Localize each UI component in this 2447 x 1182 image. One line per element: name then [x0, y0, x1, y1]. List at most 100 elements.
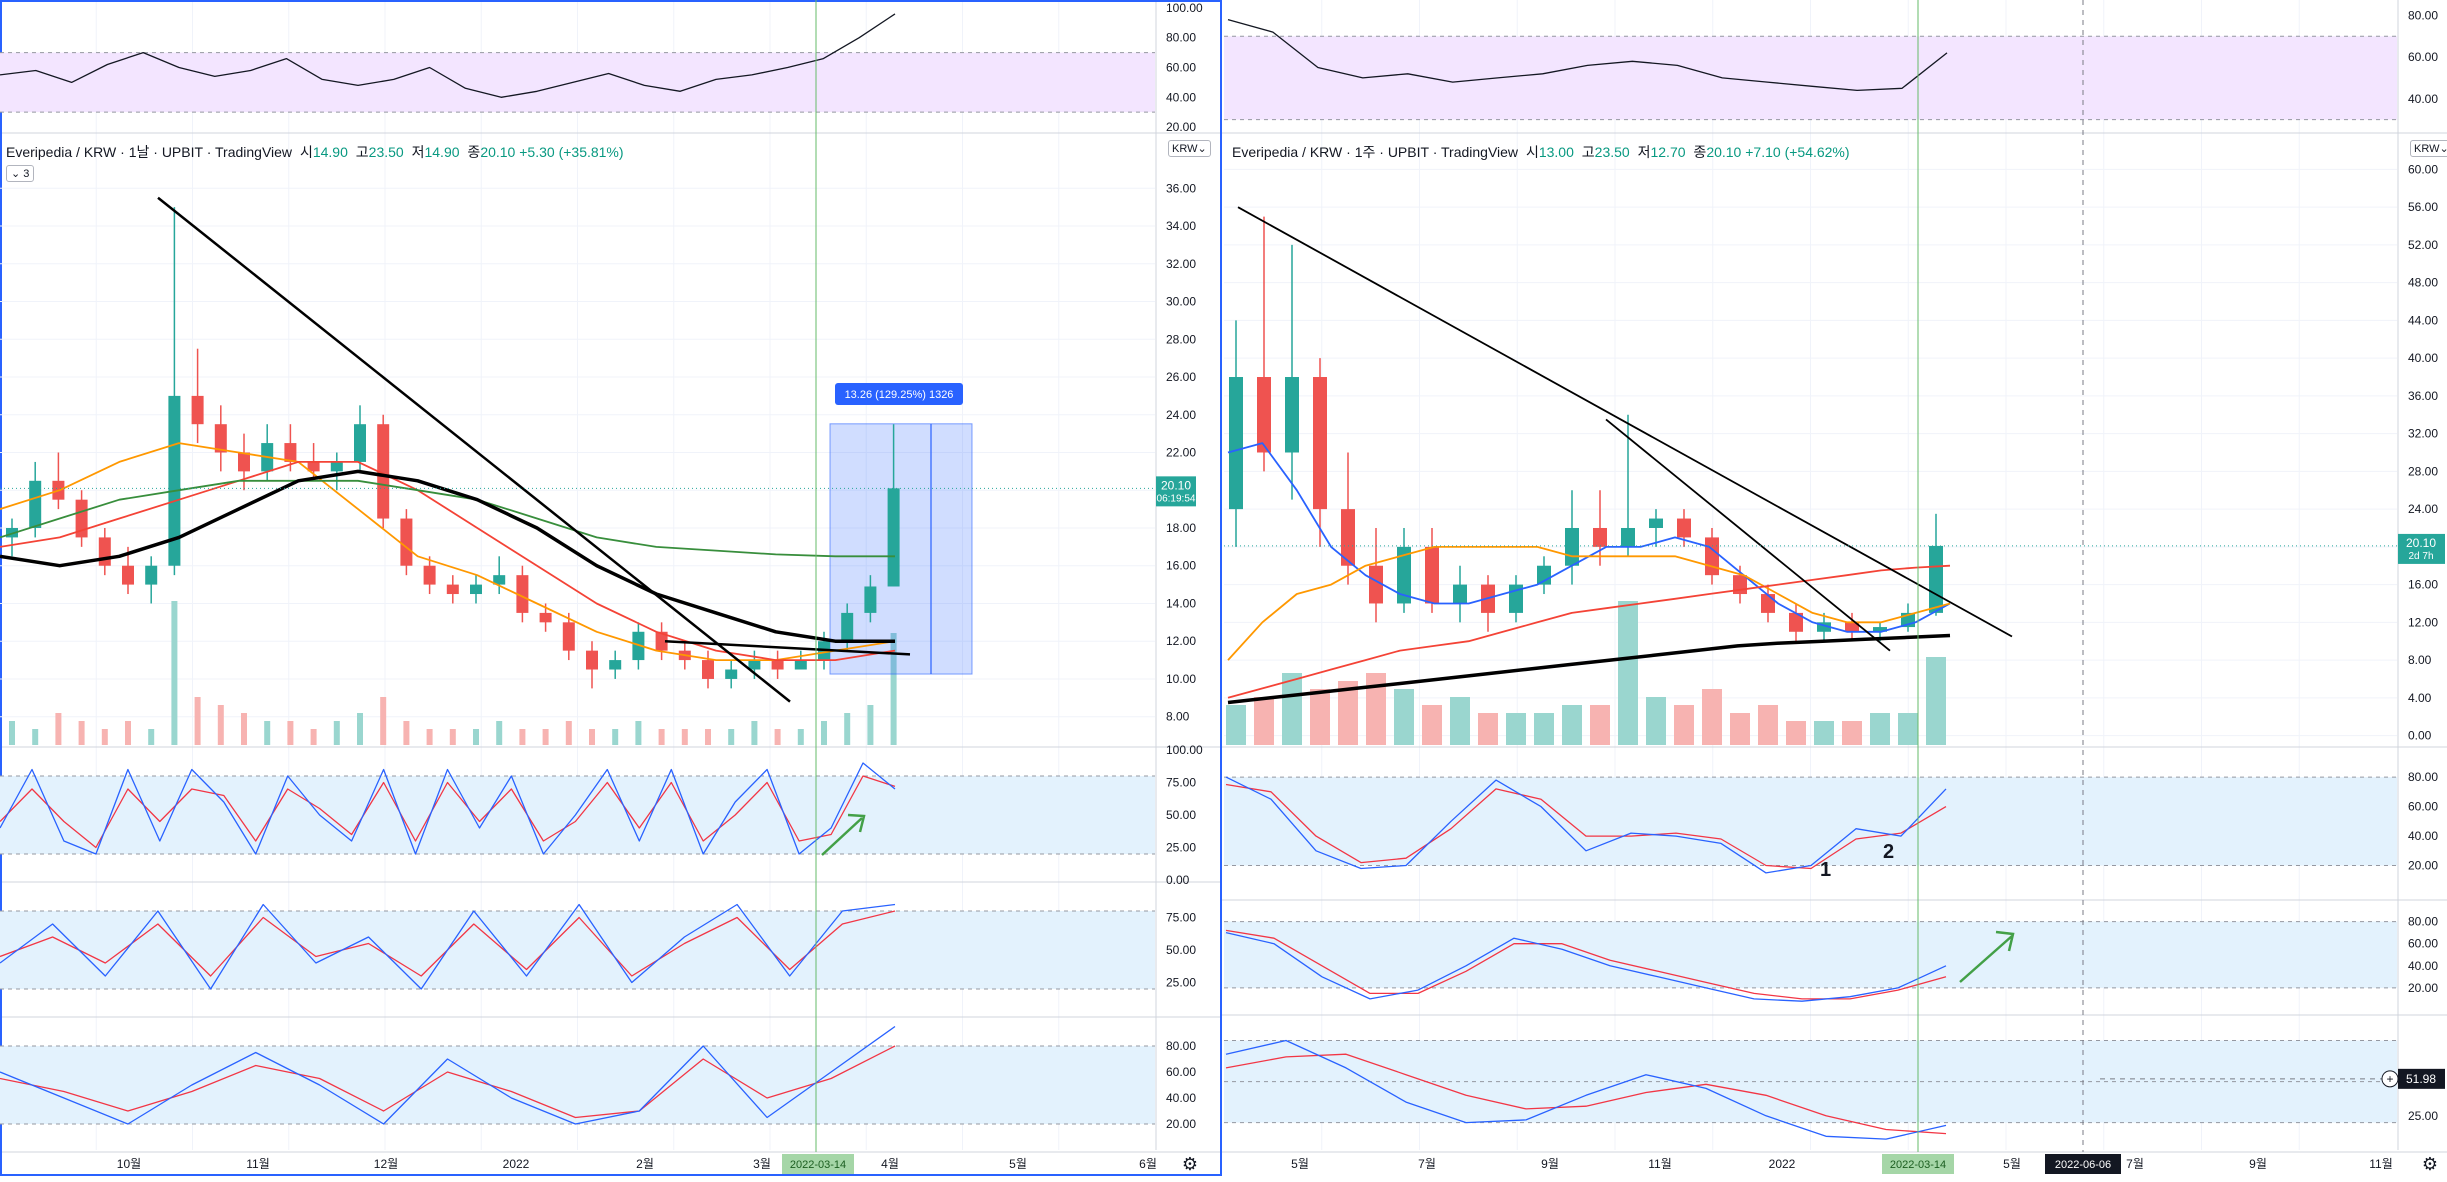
left-volume-bar	[844, 713, 851, 745]
right-candle	[1845, 622, 1859, 632]
right-annotation-arrowhead	[1995, 930, 2015, 952]
left-candle	[284, 443, 297, 462]
left-candle	[330, 461, 343, 472]
right-high-value: 23.50	[1594, 144, 1630, 160]
left-volume-bar	[797, 729, 804, 745]
left-xtick: 10월	[117, 1157, 141, 1171]
left-price-ytick: 34.00	[1166, 219, 1196, 233]
right-ma-orange	[1227, 546, 1951, 661]
right-price-ytick: 56.00	[2408, 200, 2438, 214]
right-xtick: 11월	[1648, 1157, 1672, 1171]
left-indicator-toggle[interactable]: ⌄ 3	[6, 165, 35, 182]
right-last-price: 20.10	[2406, 536, 2436, 550]
left-volume-bar	[380, 697, 387, 745]
left-trendline-1[interactable]	[157, 196, 791, 703]
left-volume-bar	[589, 729, 595, 745]
left-annotation-arrow[interactable]	[821, 817, 863, 856]
left-volume-bar	[728, 729, 735, 745]
right-price-ytick: 12.00	[2408, 615, 2438, 629]
right-volume-bar	[1338, 681, 1358, 745]
right-xtick: 5월	[2003, 1157, 2021, 1171]
left-stoch1-k-line	[0, 762, 896, 855]
right-stoch2-band	[1224, 921, 2397, 988]
left-volume-bar	[774, 729, 781, 745]
left-candle	[887, 488, 900, 587]
right-xtick: 9월	[2249, 1157, 2267, 1171]
left-stoch1-ytick: 50.00	[1166, 808, 1196, 822]
right-stoch2-k-line	[1225, 931, 1947, 1002]
right-volume-bar	[1506, 713, 1526, 745]
right-candle	[1425, 546, 1439, 604]
left-volume-bar	[171, 601, 178, 745]
right-symbol[interactable]: Everipedia / KRW	[1232, 144, 1343, 160]
right-volume-bar	[1226, 705, 1246, 745]
right-volume-bar	[1786, 721, 1806, 745]
left-stoch1-ytick: 25.00	[1166, 841, 1196, 855]
left-volume-bar	[194, 697, 201, 745]
right-volume-bar	[1590, 705, 1610, 745]
left-candle	[655, 631, 668, 651]
left-currency: KRW	[1172, 143, 1198, 155]
left-xtick: 2월	[636, 1157, 654, 1171]
right-candle	[1369, 565, 1383, 604]
left-stoch1-ytick: 0.00	[1166, 873, 1190, 887]
right-currency-selector[interactable]: KRW⌄	[2410, 140, 2447, 157]
left-price-ytick: 14.00	[1166, 596, 1196, 610]
right-stoch3-d-line	[1225, 1053, 1947, 1135]
left-stoch3-ytick: 40.00	[1166, 1091, 1196, 1105]
left-symbol[interactable]: Everipedia / KRW	[6, 144, 117, 160]
gear-icon[interactable]: ⚙	[2422, 1154, 2438, 1174]
left-volume-bar	[333, 721, 340, 745]
right-xtick: 7월	[2126, 1157, 2144, 1171]
left-candle	[864, 586, 877, 613]
right-trendline-1[interactable]	[1237, 206, 2013, 638]
right-candle	[1761, 594, 1775, 613]
right-price-ytick: 52.00	[2408, 238, 2438, 252]
right-candle	[1565, 527, 1579, 566]
left-candle	[354, 424, 366, 462]
left-low-value: 14.90	[424, 144, 460, 160]
right-volume-bar	[1870, 713, 1890, 745]
gear-icon[interactable]: ⚙	[1182, 1154, 1198, 1174]
left-candle	[562, 622, 575, 651]
right-candle	[1677, 518, 1691, 538]
chevron-down-icon: ⌄	[2439, 143, 2447, 155]
right-candle	[1929, 545, 1943, 613]
right-volume-bar	[1702, 689, 1722, 745]
left-currency-selector[interactable]: KRW⌄	[1168, 140, 1211, 157]
right-annotation-arrow[interactable]	[1959, 935, 2013, 983]
left-volume-bar	[542, 729, 549, 745]
left-xtick: 12월	[374, 1157, 398, 1171]
right-price-ytick: 4.00	[2408, 691, 2432, 705]
right-volume-bar	[1310, 689, 1330, 745]
right-volume-bar	[1618, 601, 1638, 745]
left-candle	[29, 480, 42, 528]
left-candle	[771, 660, 784, 670]
left-annotation-arrowhead	[847, 813, 866, 833]
measure-label-bg	[835, 383, 963, 405]
left-volume-bar	[473, 729, 479, 745]
left-trendline-2[interactable]	[664, 639, 911, 656]
left-candle	[238, 452, 250, 472]
left-price-ytick: 10.00	[1166, 672, 1196, 686]
left-indicator-count: 3	[23, 168, 30, 180]
measure-box[interactable]	[829, 423, 973, 675]
right-cursor-date-bg	[1882, 1154, 1954, 1174]
left-low-label: 저	[411, 144, 425, 160]
left-candle	[98, 537, 111, 566]
right-volume-bar	[1814, 721, 1834, 745]
right-volume-bar	[1730, 713, 1750, 745]
right-interval[interactable]: 1주	[1354, 144, 1376, 160]
left-volume-bar	[310, 729, 317, 745]
left-interval[interactable]: 1날	[128, 144, 150, 160]
left-price-ytick: 8.00	[1166, 710, 1190, 724]
left-candle	[539, 612, 552, 623]
left-candle	[609, 660, 622, 670]
left-rsi-ytick: 60.00	[1166, 61, 1196, 75]
right-candle	[1313, 377, 1327, 510]
right-trendline-2[interactable]	[1605, 418, 1891, 652]
right-candle	[1397, 546, 1411, 604]
right-volume-bar	[1758, 705, 1778, 745]
